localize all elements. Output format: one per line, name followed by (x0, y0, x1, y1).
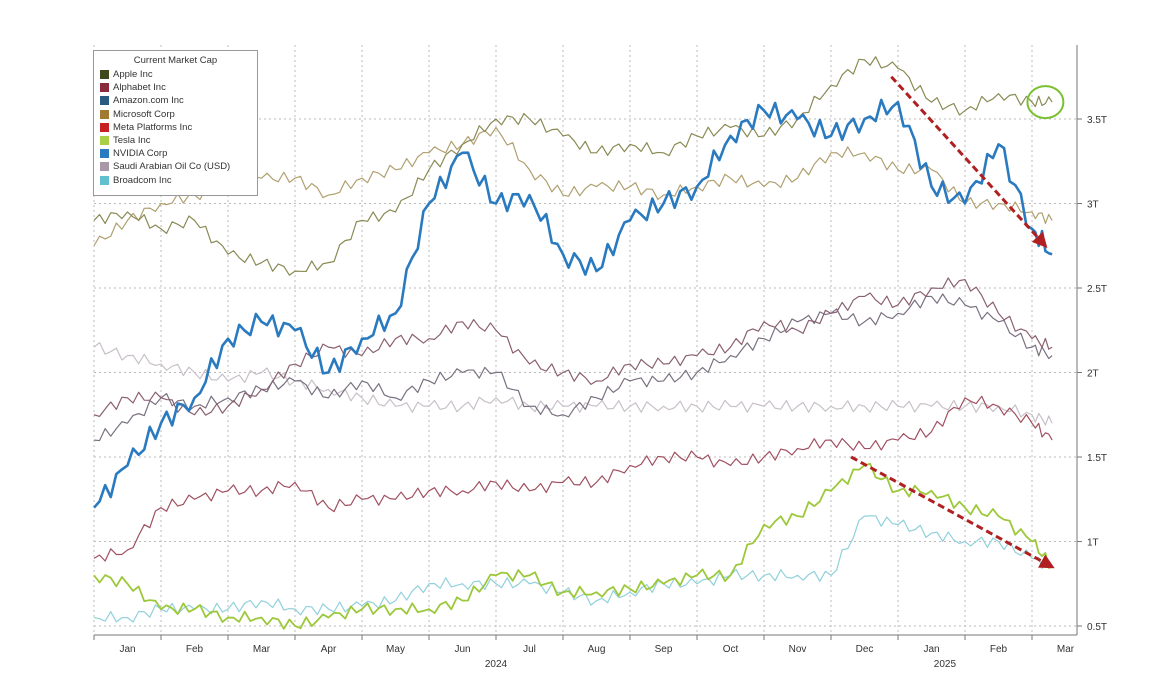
legend-item: NVIDIA Corp (94, 147, 257, 160)
legend-label: Meta Platforms Inc (113, 121, 193, 133)
x-tick-label: Aug (588, 644, 606, 655)
x-tick-label: May (386, 644, 405, 655)
legend-swatch (100, 109, 109, 119)
x-tick-label: Jun (454, 644, 470, 655)
legend-swatch (100, 136, 109, 146)
series-line-nvidia-corp (93, 98, 1053, 509)
y-tick-label: 3.5T (1087, 115, 1107, 126)
legend-item: Tesla Inc (94, 134, 257, 147)
legend: Current Market Cap Apple Inc Alphabet Inc… (93, 50, 258, 196)
x-tick-label: Mar (253, 644, 271, 655)
annotation-arrow (850, 455, 1055, 569)
y-tick-label: 2T (1087, 369, 1099, 380)
x-tick-label: Apr (321, 644, 337, 655)
annotation-arrow (890, 75, 1048, 248)
series-line-tesla-inc (93, 462, 1053, 630)
legend-title: Current Market Cap (133, 55, 218, 66)
y-tick-label: 1.5T (1087, 453, 1107, 464)
legend-swatch (100, 83, 109, 93)
x-tick-label: Sep (655, 644, 673, 655)
x-tick-label: Feb (990, 644, 1008, 655)
legend-label: Saudi Arabian Oil Co (USD) (113, 161, 231, 173)
x-tick-label: Mar (1057, 644, 1075, 655)
x-tick-label: Dec (856, 644, 874, 655)
legend-label: Broadcom Inc (113, 174, 172, 186)
series-line-broadcom-inc (93, 515, 1053, 623)
y-tick-label: 2.5T (1087, 284, 1107, 295)
legend-swatch (100, 162, 109, 172)
legend-label: Amazon.com Inc (113, 95, 184, 107)
series-line-amazon-com-inc (93, 293, 1053, 442)
x-tick-label: Jan (923, 644, 939, 655)
legend-item: Alphabet Inc (94, 81, 257, 94)
legend-label: Alphabet Inc (113, 82, 166, 94)
legend-label: Microsoft Corp (113, 108, 175, 120)
legend-item: Apple Inc (94, 68, 257, 81)
legend-label: Tesla Inc (113, 135, 151, 147)
y-tick-label: 1T (1087, 538, 1099, 549)
series-line-saudi-arabian-oil-co-usd- (93, 342, 1053, 426)
year-label: 2025 (934, 659, 957, 670)
legend-swatch (100, 70, 109, 80)
legend-swatch (100, 149, 109, 159)
legend-item: Amazon.com Inc (94, 94, 257, 107)
x-tick-label: Nov (789, 644, 807, 655)
x-tick-label: Jan (119, 644, 135, 655)
legend-item: Meta Platforms Inc (94, 121, 257, 134)
x-tick-label: Jul (523, 644, 536, 655)
year-label: 2024 (485, 659, 508, 670)
annotation-circle (1026, 85, 1065, 120)
x-tick-label: Feb (186, 644, 204, 655)
legend-item: Saudi Arabian Oil Co (USD) (94, 160, 257, 173)
series-line-alphabet-inc (93, 277, 1053, 418)
x-tick-label: Oct (723, 644, 739, 655)
legend-swatch (100, 122, 109, 132)
y-tick-label: 3T (1087, 200, 1099, 211)
legend-item: Broadcom Inc (94, 174, 257, 187)
series-line-meta-platforms-inc (93, 395, 1053, 562)
legend-swatch (100, 96, 109, 106)
y-tick-label: 0.5T (1087, 622, 1107, 633)
legend-label: Apple Inc (113, 69, 153, 81)
legend-swatch (100, 175, 109, 185)
legend-item: Microsoft Corp (94, 108, 257, 121)
series-line-apple-inc (93, 56, 1053, 276)
legend-label: NVIDIA Corp (113, 148, 168, 160)
